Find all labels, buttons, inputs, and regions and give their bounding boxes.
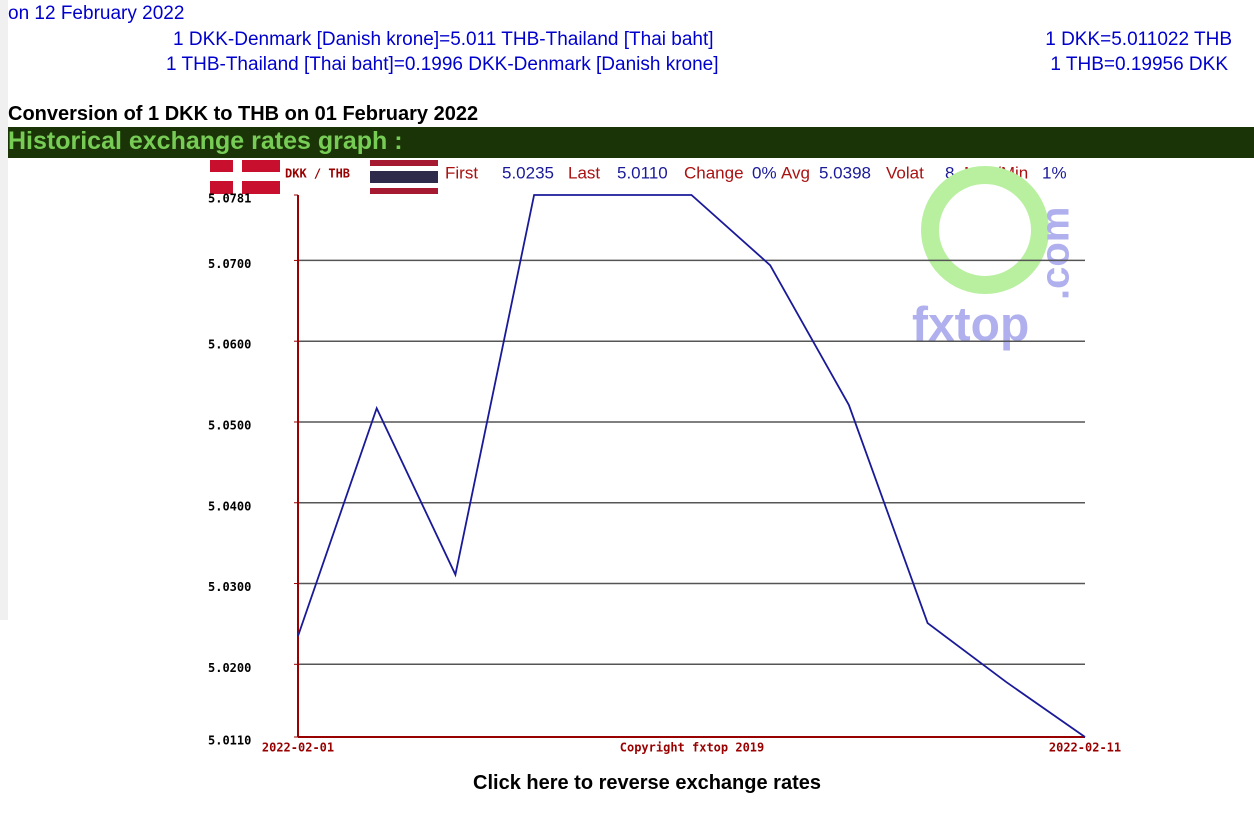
rate-text: 1 DKK-Denmark [Danish krone]=5.011 THB-T…: [173, 29, 714, 50]
stat-label: Avg: [781, 163, 810, 182]
y-tick-label: 5.0700: [208, 257, 251, 271]
rate-short: 1 THB=0.19956 DKK: [1050, 54, 1228, 75]
side-strip: [0, 0, 8, 620]
watermark-smiley: [921, 166, 1049, 294]
stat-label: First: [445, 163, 478, 182]
y-tick-label: 5.0200: [208, 661, 251, 675]
x-tick-label: 2022-02-11: [1049, 741, 1121, 755]
stat-value: 5.0398: [819, 163, 871, 182]
data-line: [297, 194, 1086, 738]
section-title: Historical exchange rates graph :: [8, 127, 403, 155]
y-tick-label: 5.0400: [208, 499, 251, 513]
reverse-link[interactable]: Click here to reverse exchange rates: [473, 772, 821, 794]
x-tick-label: 2022-02-01: [262, 741, 334, 755]
conversion-heading: Conversion of 1 DKK to THB on 01 Februar…: [8, 103, 479, 125]
date-line: on 12 February 2022: [8, 3, 185, 24]
flag-cross: [210, 172, 280, 181]
watermark: .com: [1034, 207, 1078, 300]
pair-label: DKK / THB: [285, 167, 350, 181]
stat-value: 5.0235: [502, 163, 554, 182]
stat-label: Change: [684, 163, 744, 182]
stat-value: 1%: [1042, 163, 1067, 182]
section-bar: [8, 127, 1254, 158]
rate-short: 1 DKK=5.011022 THB: [1045, 29, 1232, 50]
flag-stripe: [370, 171, 438, 183]
y-tick-label: 5.0500: [208, 418, 251, 432]
stat-value: 0%: [752, 163, 777, 182]
watermark: fxtop: [912, 299, 1029, 352]
y-tick-label: 5.0781: [208, 192, 251, 206]
y-tick-label: 5.0110: [208, 734, 251, 748]
stat-value: 5.0110: [617, 163, 668, 182]
stat-value: 8: [945, 163, 954, 182]
copyright: Copyright fxtop 2019: [620, 741, 765, 755]
y-tick-label: 5.0300: [208, 580, 251, 594]
y-tick-label: 5.0600: [208, 338, 251, 352]
rate-text: 1 THB-Thailand [Thai baht]=0.1996 DKK-De…: [166, 54, 719, 75]
stat-label: Volat: [886, 163, 924, 182]
stat-label: Last: [568, 163, 600, 182]
